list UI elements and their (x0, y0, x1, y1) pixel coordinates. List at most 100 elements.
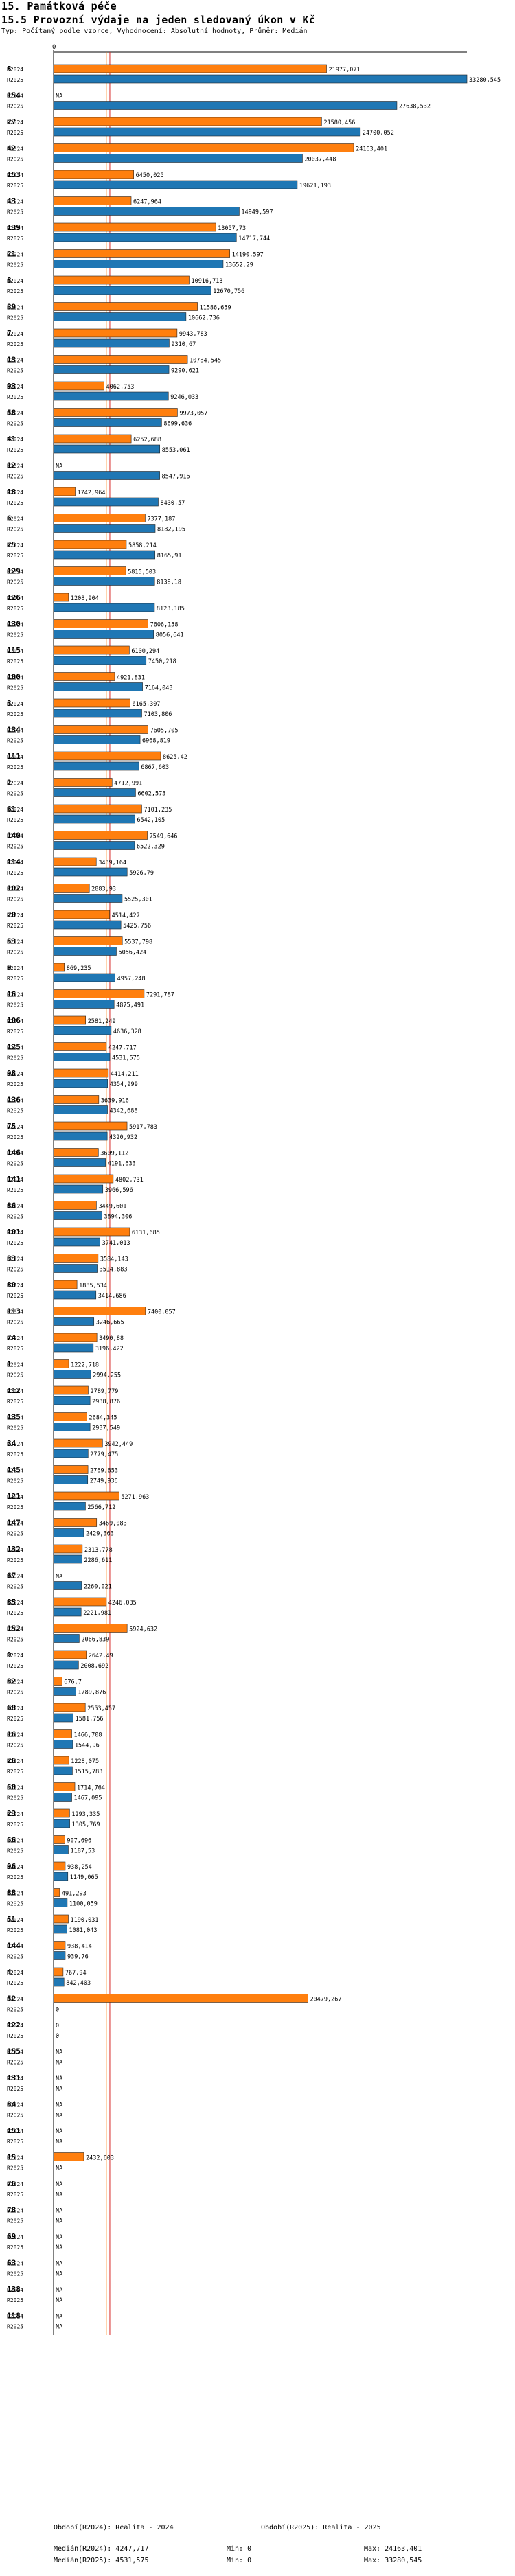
data-label: NA (56, 2192, 62, 2198)
series-label: R2025 (7, 817, 23, 823)
bar-r2025 (53, 497, 159, 507)
series-label: R2024 (7, 675, 23, 681)
bar-r2025 (53, 418, 162, 427)
series-label: R2024 (7, 754, 23, 760)
bar-r2025 (53, 1264, 98, 1273)
data-label: 6522,329 (137, 844, 165, 851)
series-label: R2024 (7, 912, 23, 919)
bar-r2025 (53, 1449, 89, 1458)
series-label: R2024 (7, 701, 23, 707)
data-label: 4514,427 (112, 912, 140, 919)
bar-r2024 (53, 408, 178, 417)
category-label: 12 (7, 461, 16, 470)
series-label: R2025 (7, 1769, 23, 1775)
series-label: R2024 (7, 2208, 23, 2214)
series-label: R2024 (7, 463, 23, 470)
category-label: 129 (7, 567, 21, 576)
series-label: R2024 (7, 437, 23, 443)
category-label: 61 (7, 805, 16, 814)
series-label: R2025 (7, 606, 23, 612)
category-label: 102 (7, 884, 21, 893)
category-label: 147 (7, 1519, 21, 1528)
series-label: R2024 (7, 1362, 23, 1368)
data-label: 491,293 (62, 1891, 87, 1898)
data-label: NA (56, 2181, 62, 2188)
series-label: R2025 (7, 844, 23, 850)
series-label: R2024 (7, 833, 23, 840)
bar-r2024 (53, 487, 76, 496)
bar-r2024 (53, 196, 132, 205)
category-label: 34 (7, 1439, 16, 1448)
series-label: R2025 (7, 104, 23, 110)
data-label: NA (56, 2297, 62, 2304)
series-label: R2025 (7, 1081, 23, 1088)
category-label: 138 (7, 2285, 21, 2294)
data-label: 27638,532 (399, 104, 431, 111)
category-label: 26 (7, 1756, 16, 1765)
bar-r2025 (53, 867, 128, 877)
data-label: 24700,052 (363, 130, 394, 137)
series-label: R2025 (7, 870, 23, 876)
data-label: 8553,061 (162, 447, 190, 454)
series-label: R2024 (7, 1705, 23, 1712)
data-label: NA (56, 2075, 62, 2082)
series-label: R2024 (7, 860, 23, 866)
series-label: R2024 (7, 1521, 23, 1527)
series-label: R2025 (7, 2033, 23, 2039)
category-label: 153 (7, 170, 21, 179)
data-label: 7101,235 (144, 807, 172, 814)
bar-r2024 (53, 1068, 109, 1078)
series-label: R2025 (7, 1663, 23, 1669)
data-label: 1466,708 (74, 1732, 102, 1739)
category-label: 118 (7, 2312, 21, 2321)
data-label: 869,235 (67, 965, 91, 972)
data-label: 4712,991 (114, 781, 142, 787)
bar-r2025 (53, 233, 237, 242)
bar-r2024 (53, 1808, 70, 1818)
data-label: NA (56, 2218, 62, 2225)
bar-r2025 (53, 74, 468, 84)
category-label: 69 (7, 2232, 16, 2241)
data-label: 5924,632 (129, 1626, 157, 1633)
category-label: 75 (7, 1122, 16, 1131)
series-label: R2025 (7, 1901, 23, 1907)
data-label: NA (56, 463, 62, 470)
category-label: 68 (7, 1703, 16, 1712)
category-label: 125 (7, 1043, 21, 1052)
category-label: 13 (7, 356, 16, 365)
data-label: 7450,218 (148, 658, 176, 665)
series-label: R2024 (7, 886, 23, 893)
bar-r2025 (53, 1158, 106, 1167)
bar-r2025 (53, 709, 142, 718)
bar-r2024 (53, 1835, 65, 1844)
category-label: 106 (7, 1016, 21, 1025)
series-label: R2025 (7, 157, 23, 163)
series-label: R2025 (7, 1821, 23, 1828)
data-label: 7549,646 (150, 833, 178, 840)
series-label: R2024 (7, 1204, 23, 1210)
data-label: 2566,712 (87, 1504, 115, 1511)
bar-r2025 (53, 947, 117, 956)
series-label: R2025 (7, 1055, 23, 1061)
series-label: R2024 (7, 965, 23, 971)
series-label: R2025 (7, 1028, 23, 1035)
bar-r2025 (53, 286, 211, 295)
bar-r2024 (53, 143, 354, 152)
category-label: 33 (7, 1254, 16, 1263)
data-label: 3469,083 (99, 1521, 127, 1528)
series-label: R2024 (7, 2287, 23, 2293)
data-label: 3196,422 (95, 1346, 124, 1353)
data-label: 3894,306 (104, 1214, 132, 1221)
bar-r2025 (53, 1607, 82, 1617)
bar-r2025 (53, 1423, 91, 1431)
category-label: 144 (7, 1942, 21, 1951)
category-label: 2 (7, 779, 12, 787)
series-label: R2024 (7, 490, 23, 496)
series-label: R2025 (7, 976, 23, 982)
data-label: 0 (56, 2033, 59, 2040)
data-label: 3966,596 (105, 1187, 133, 1194)
data-label: 3584,143 (100, 1256, 128, 1263)
data-label: 4246,035 (108, 1600, 137, 1607)
data-label: 5525,301 (124, 897, 152, 904)
category-label: 9 (7, 1651, 12, 1659)
